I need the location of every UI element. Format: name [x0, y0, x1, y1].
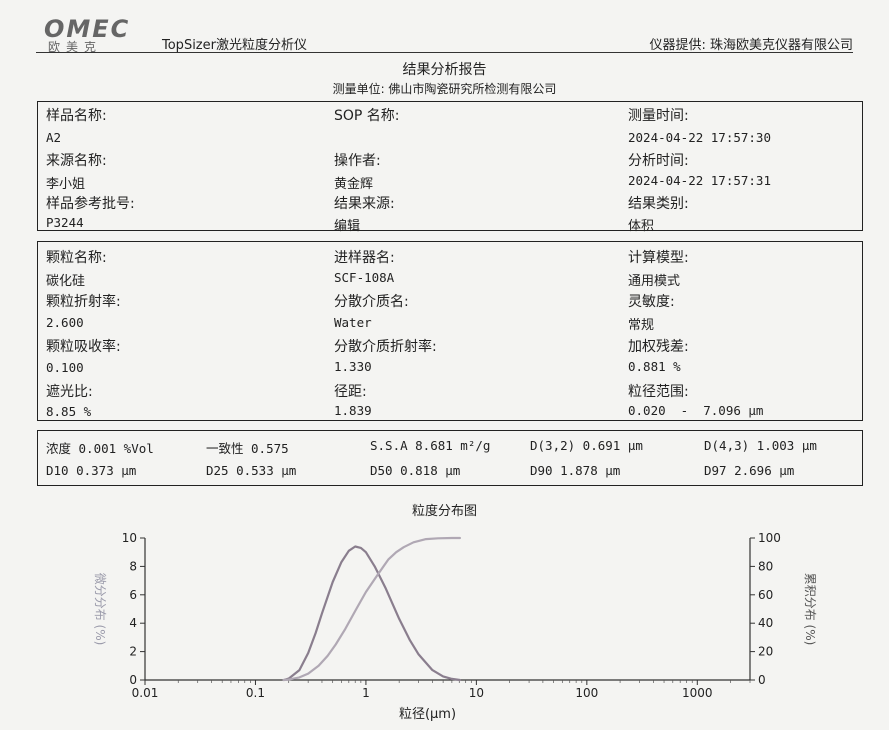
y-tick-label: 8: [129, 559, 137, 573]
source-name-value: 李小姐: [46, 177, 86, 192]
particle-size-chart: 0.01 0.1 1 10 100 10000246810020406080100粒径(μ…: [93, 531, 817, 722]
d43-stat: D(4,3) 1.003 μm: [704, 438, 817, 453]
x-axis-label: 粒径(μm): [399, 707, 456, 722]
source-name-label: 来源名称:: [46, 153, 107, 169]
y2-tick-label: 60: [758, 588, 773, 602]
y-tick-label: 2: [129, 645, 137, 659]
dispersant-label: 分散介质名:: [334, 294, 409, 310]
batch-label: 样品参考批号:: [46, 196, 135, 212]
y-tick-label: 10: [122, 531, 137, 545]
logo-text: OMEC: [44, 15, 131, 43]
span-label: 径距:: [334, 384, 367, 400]
y-axis-label: 微分分布 (%): [93, 573, 107, 646]
differential-distribution-line: [282, 545, 461, 682]
dispersant-ri-label: 分散介质折射率:: [334, 339, 437, 355]
sensitivity-value: 常规: [628, 318, 655, 333]
d32-stat: D(3,2) 0.691 μm: [530, 438, 643, 453]
measure-time-label: 测量时间:: [628, 108, 689, 124]
result-type-value: 体积: [628, 219, 655, 234]
cumulative-distribution-line: [282, 536, 461, 682]
ssa-stat: S.S.A 8.681 m²/g: [370, 438, 491, 453]
size-range-value: 0.020 - 7.096 μm: [628, 403, 764, 418]
d50-stat: D50 0.818 μm: [370, 463, 461, 478]
weighted-residual-label: 加权残差:: [628, 339, 689, 355]
calc-model-value: 通用模式: [628, 274, 681, 289]
sample-info-box: 样品名称: A2 SOP 名称: 测量时间: 2024-04-22 17:57:…: [37, 101, 863, 234]
y2-tick-label: 20: [758, 645, 773, 659]
concentration-stat: 浓度 0.001 %Vol: [46, 441, 154, 456]
omec-logo: OMEC 欧美克: [44, 15, 131, 54]
sample-name-label: 样品名称:: [46, 108, 107, 124]
y2-tick-label: 40: [758, 616, 773, 630]
analysis-time-label: 分析时间:: [628, 153, 689, 169]
obscuration-value: 8.85 %: [46, 404, 92, 419]
statistics-box: 浓度 0.001 %Vol 一致性 0.575 S.S.A 8.681 m²/g…: [37, 430, 863, 486]
report-title: 结果分析报告: [402, 62, 487, 78]
y2-tick-label: 100: [758, 531, 781, 545]
sampler-label: 进样器名:: [334, 250, 395, 266]
sampler-value: SCF-108A: [334, 270, 395, 285]
parameters-box: 颗粒名称: 碳化硅 进样器名: SCF-108A 计算模型: 通用模式 颗粒折射…: [37, 241, 863, 421]
operator-label: 操作者:: [334, 153, 381, 169]
span-value: 1.839: [334, 403, 372, 418]
x-tick-label: 0.1: [246, 686, 265, 700]
y-tick-label: 4: [129, 616, 137, 630]
measurement-unit: 测量单位: 佛山市陶瓷研究所检测有限公司: [332, 82, 557, 96]
y-tick-label: 0: [129, 673, 137, 687]
calc-model-label: 计算模型:: [628, 250, 689, 266]
y2-axis-label: 累积分布 (%): [803, 573, 817, 646]
d10-stat: D10 0.373 μm: [46, 463, 137, 478]
x-tick-label: 1: [362, 686, 370, 700]
dispersant-ri-value: 1.330: [334, 359, 372, 374]
sop-name-label: SOP 名称:: [334, 108, 400, 124]
header-divider: [36, 52, 853, 53]
logo-subtext: 欧美克: [48, 40, 103, 54]
particle-ri-value: 2.600: [46, 315, 84, 330]
uniformity-stat: 一致性 0.575: [206, 441, 289, 456]
analysis-time-value: 2024-04-22 17:57:31: [628, 173, 771, 188]
particle-name-value: 碳化硅: [46, 274, 86, 289]
result-type-label: 结果类别:: [628, 196, 689, 212]
y2-tick-label: 80: [758, 559, 773, 573]
absorption-value: 0.100: [46, 360, 84, 375]
instrument-provider: 仪器提供: 珠海欧美克仪器有限公司: [649, 38, 853, 53]
x-tick-label: 100: [575, 686, 598, 700]
result-source-label: 结果来源:: [334, 196, 395, 212]
operator-value: 黄金辉: [334, 177, 374, 192]
x-tick-label: 0.01: [132, 686, 159, 700]
obscuration-label: 遮光比:: [46, 384, 93, 400]
chart-title: 粒度分布图: [411, 504, 477, 519]
d97-stat: D97 2.696 μm: [704, 463, 795, 478]
size-range-label: 粒径范围:: [628, 384, 689, 400]
d25-stat: D25 0.533 μm: [206, 463, 297, 478]
dispersant-value: Water: [334, 315, 372, 330]
sensitivity-label: 灵敏度:: [628, 294, 675, 310]
batch-value: P3244: [46, 215, 84, 230]
y2-tick-label: 0: [758, 673, 766, 687]
result-source-value: 编辑: [334, 219, 361, 234]
particle-name-label: 颗粒名称:: [46, 250, 107, 266]
x-tick-label: 1000: [682, 686, 713, 700]
absorption-label: 颗粒吸收率:: [46, 339, 121, 355]
weighted-residual-value: 0.881 %: [628, 359, 681, 374]
y-tick-label: 6: [129, 588, 137, 602]
particle-ri-label: 颗粒折射率:: [46, 294, 121, 310]
app-title: TopSizer激光粒度分析仪: [162, 38, 307, 53]
x-tick-label: 10: [469, 686, 484, 700]
d90-stat: D90 1.878 μm: [530, 463, 621, 478]
sample-name-value: A2: [46, 130, 62, 145]
measure-time-value: 2024-04-22 17:57:30: [628, 130, 771, 145]
